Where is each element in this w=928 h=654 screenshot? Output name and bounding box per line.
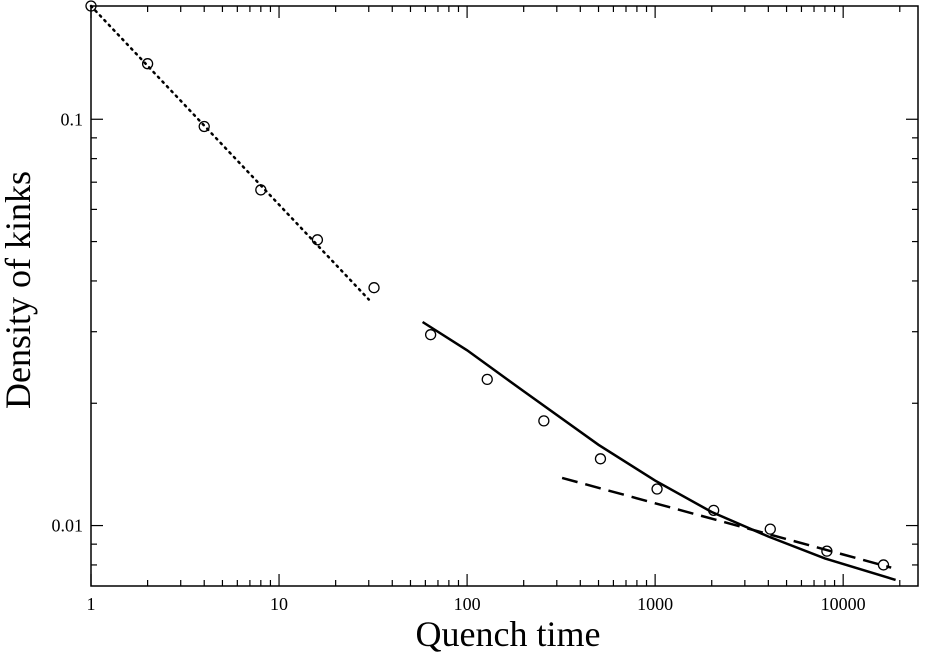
data-point — [877, 559, 890, 571]
solid-fit-line — [421, 320, 896, 582]
data-point — [764, 523, 776, 535]
data-point — [198, 120, 210, 133]
data-point — [651, 483, 663, 495]
data-point — [311, 234, 324, 246]
x-tick-label: 100 — [454, 594, 481, 614]
plot-frame — [90, 5, 919, 587]
x-tick-label: 10000 — [821, 594, 866, 614]
data-point — [368, 282, 380, 294]
plot-area — [85, 0, 896, 582]
data-point — [424, 329, 437, 341]
x-tick-label: 1000 — [637, 594, 673, 614]
data-point — [141, 58, 154, 70]
axes: 1 10 100 1000 10000 0.01 0.1 — [52, 5, 919, 614]
dotted-fit-line — [89, 4, 371, 301]
x-axis-title: Quench time — [416, 614, 601, 654]
data-point — [538, 415, 550, 427]
dashed-fit-line — [561, 476, 892, 569]
data-point — [594, 453, 607, 465]
y-tick-label: 0.01 — [52, 516, 84, 536]
x-tick-label: 10 — [270, 594, 288, 614]
y-tick-label: 0.1 — [61, 109, 84, 129]
data-point — [481, 373, 493, 386]
y-axis-title: Density of kinks — [0, 171, 38, 409]
x-tick-label: 1 — [87, 594, 96, 614]
